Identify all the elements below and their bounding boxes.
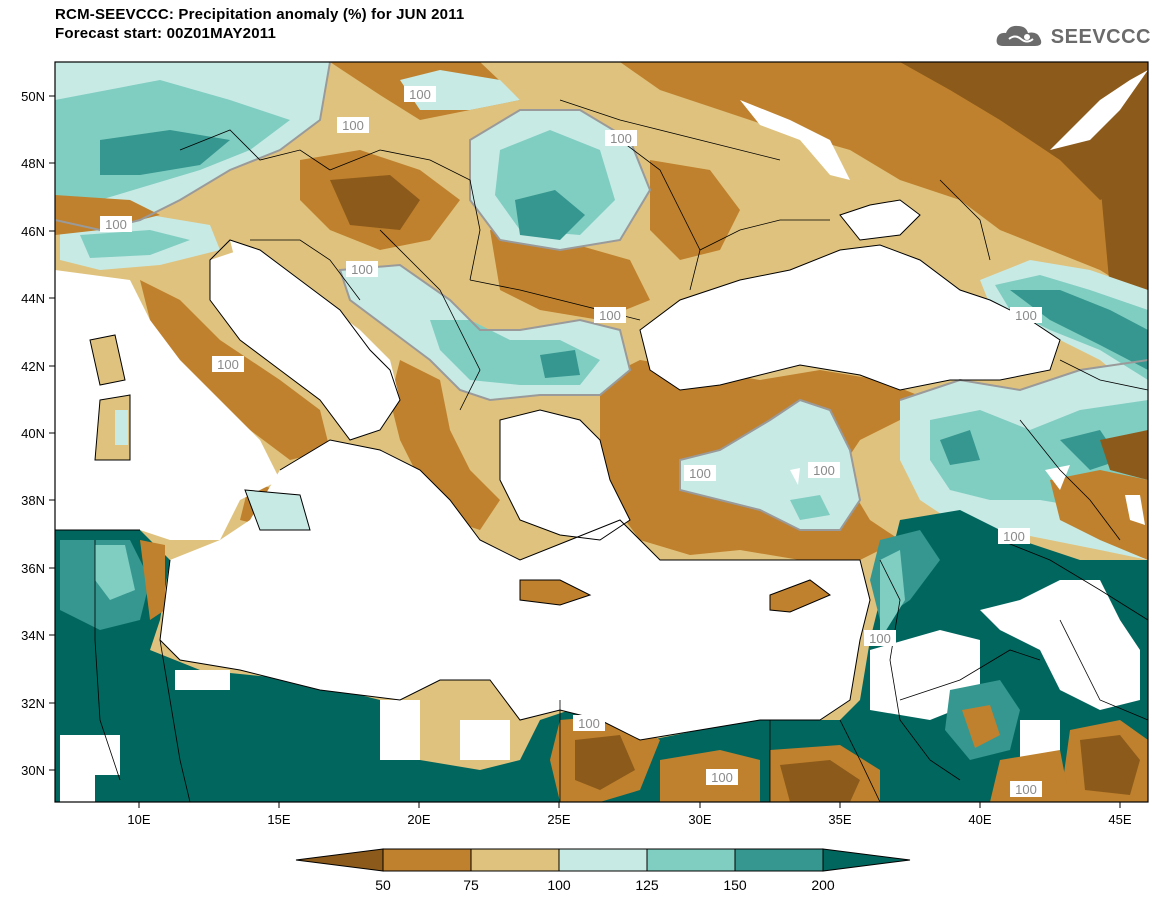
lon-label-35e: 35E xyxy=(828,812,851,827)
contour-label: 100 xyxy=(105,217,127,232)
lat-label-34n: 34N xyxy=(21,628,45,643)
colorbar-segment xyxy=(646,848,736,872)
lon-label-15e: 15E xyxy=(267,812,290,827)
contour-label: 100 xyxy=(409,87,431,102)
lat-label-46n: 46N xyxy=(21,224,45,239)
lon-label-10e: 10E xyxy=(127,812,150,827)
colorbar-segment xyxy=(382,848,472,872)
lat-label-40n: 40N xyxy=(21,426,45,441)
anomaly-field xyxy=(55,62,1148,802)
lat-label-48n: 48N xyxy=(21,156,45,171)
contour-label: 100 xyxy=(711,770,733,785)
lat-label-32n: 32N xyxy=(21,696,45,711)
lat-label-30n: 30N xyxy=(21,763,45,778)
lat-label-36n: 36N xyxy=(21,561,45,576)
colorbar-segment xyxy=(558,848,648,872)
contour-label: 100 xyxy=(599,308,621,323)
contour-labels: 100 100 100 100 100 100 100 100 100 100 … xyxy=(100,86,1042,797)
contour-label: 100 xyxy=(610,131,632,146)
colorbar-label: 150 xyxy=(723,877,747,893)
longitude-axis: 10E 15E 20E 25E 30E 35E 40E 45E xyxy=(127,802,1132,827)
colorbar-label: 50 xyxy=(375,877,391,893)
colorbar-segment xyxy=(734,848,824,872)
colorbar-arrow-high xyxy=(822,848,911,872)
contour-label: 100 xyxy=(578,716,600,731)
colorbar-label: 125 xyxy=(635,877,659,893)
lat-label-38n: 38N xyxy=(21,493,45,508)
colorbar-arrow-low xyxy=(295,848,384,872)
lon-label-20e: 20E xyxy=(407,812,430,827)
lon-label-30e: 30E xyxy=(688,812,711,827)
lat-label-44n: 44N xyxy=(21,291,45,306)
map-frame xyxy=(54,61,1149,803)
contour-label: 100 xyxy=(351,262,373,277)
forecast-start: Forecast start: 00Z01MAY2011 xyxy=(55,25,276,42)
seevccc-logo: SEEVCCC xyxy=(995,22,1151,52)
logo-text: SEEVCCC xyxy=(1050,25,1151,48)
colorbar-label: 75 xyxy=(463,877,479,893)
contour-label: 100 xyxy=(1003,529,1025,544)
contour-label: 100 xyxy=(1015,782,1037,797)
contour-label: 100 xyxy=(869,631,891,646)
contour-label: 100 xyxy=(342,118,364,133)
lon-label-25e: 25E xyxy=(547,812,570,827)
contour-label: 100 xyxy=(813,463,835,478)
lon-label-40e: 40E xyxy=(968,812,991,827)
lat-label-42n: 42N xyxy=(21,359,45,374)
colorbar-label: 100 xyxy=(547,877,571,893)
contour-label: 100 xyxy=(217,357,239,372)
colorbar: 50 75 100 125 150 200 xyxy=(295,848,911,893)
latitude-axis: 50N 48N 46N 44N 42N 40N 38N 36N 34N 32N … xyxy=(21,89,55,778)
cloud-icon xyxy=(996,25,1042,46)
contour-label: 100 xyxy=(1015,308,1037,323)
contour-label: 100 xyxy=(689,466,711,481)
colorbar-label: 200 xyxy=(811,877,835,893)
colorbar-segment xyxy=(470,848,560,872)
lat-label-50n: 50N xyxy=(21,89,45,104)
lon-label-45e: 45E xyxy=(1108,812,1131,827)
map-title: RCM-SEEVCCC: Precipitation anomaly (%) f… xyxy=(55,6,465,23)
